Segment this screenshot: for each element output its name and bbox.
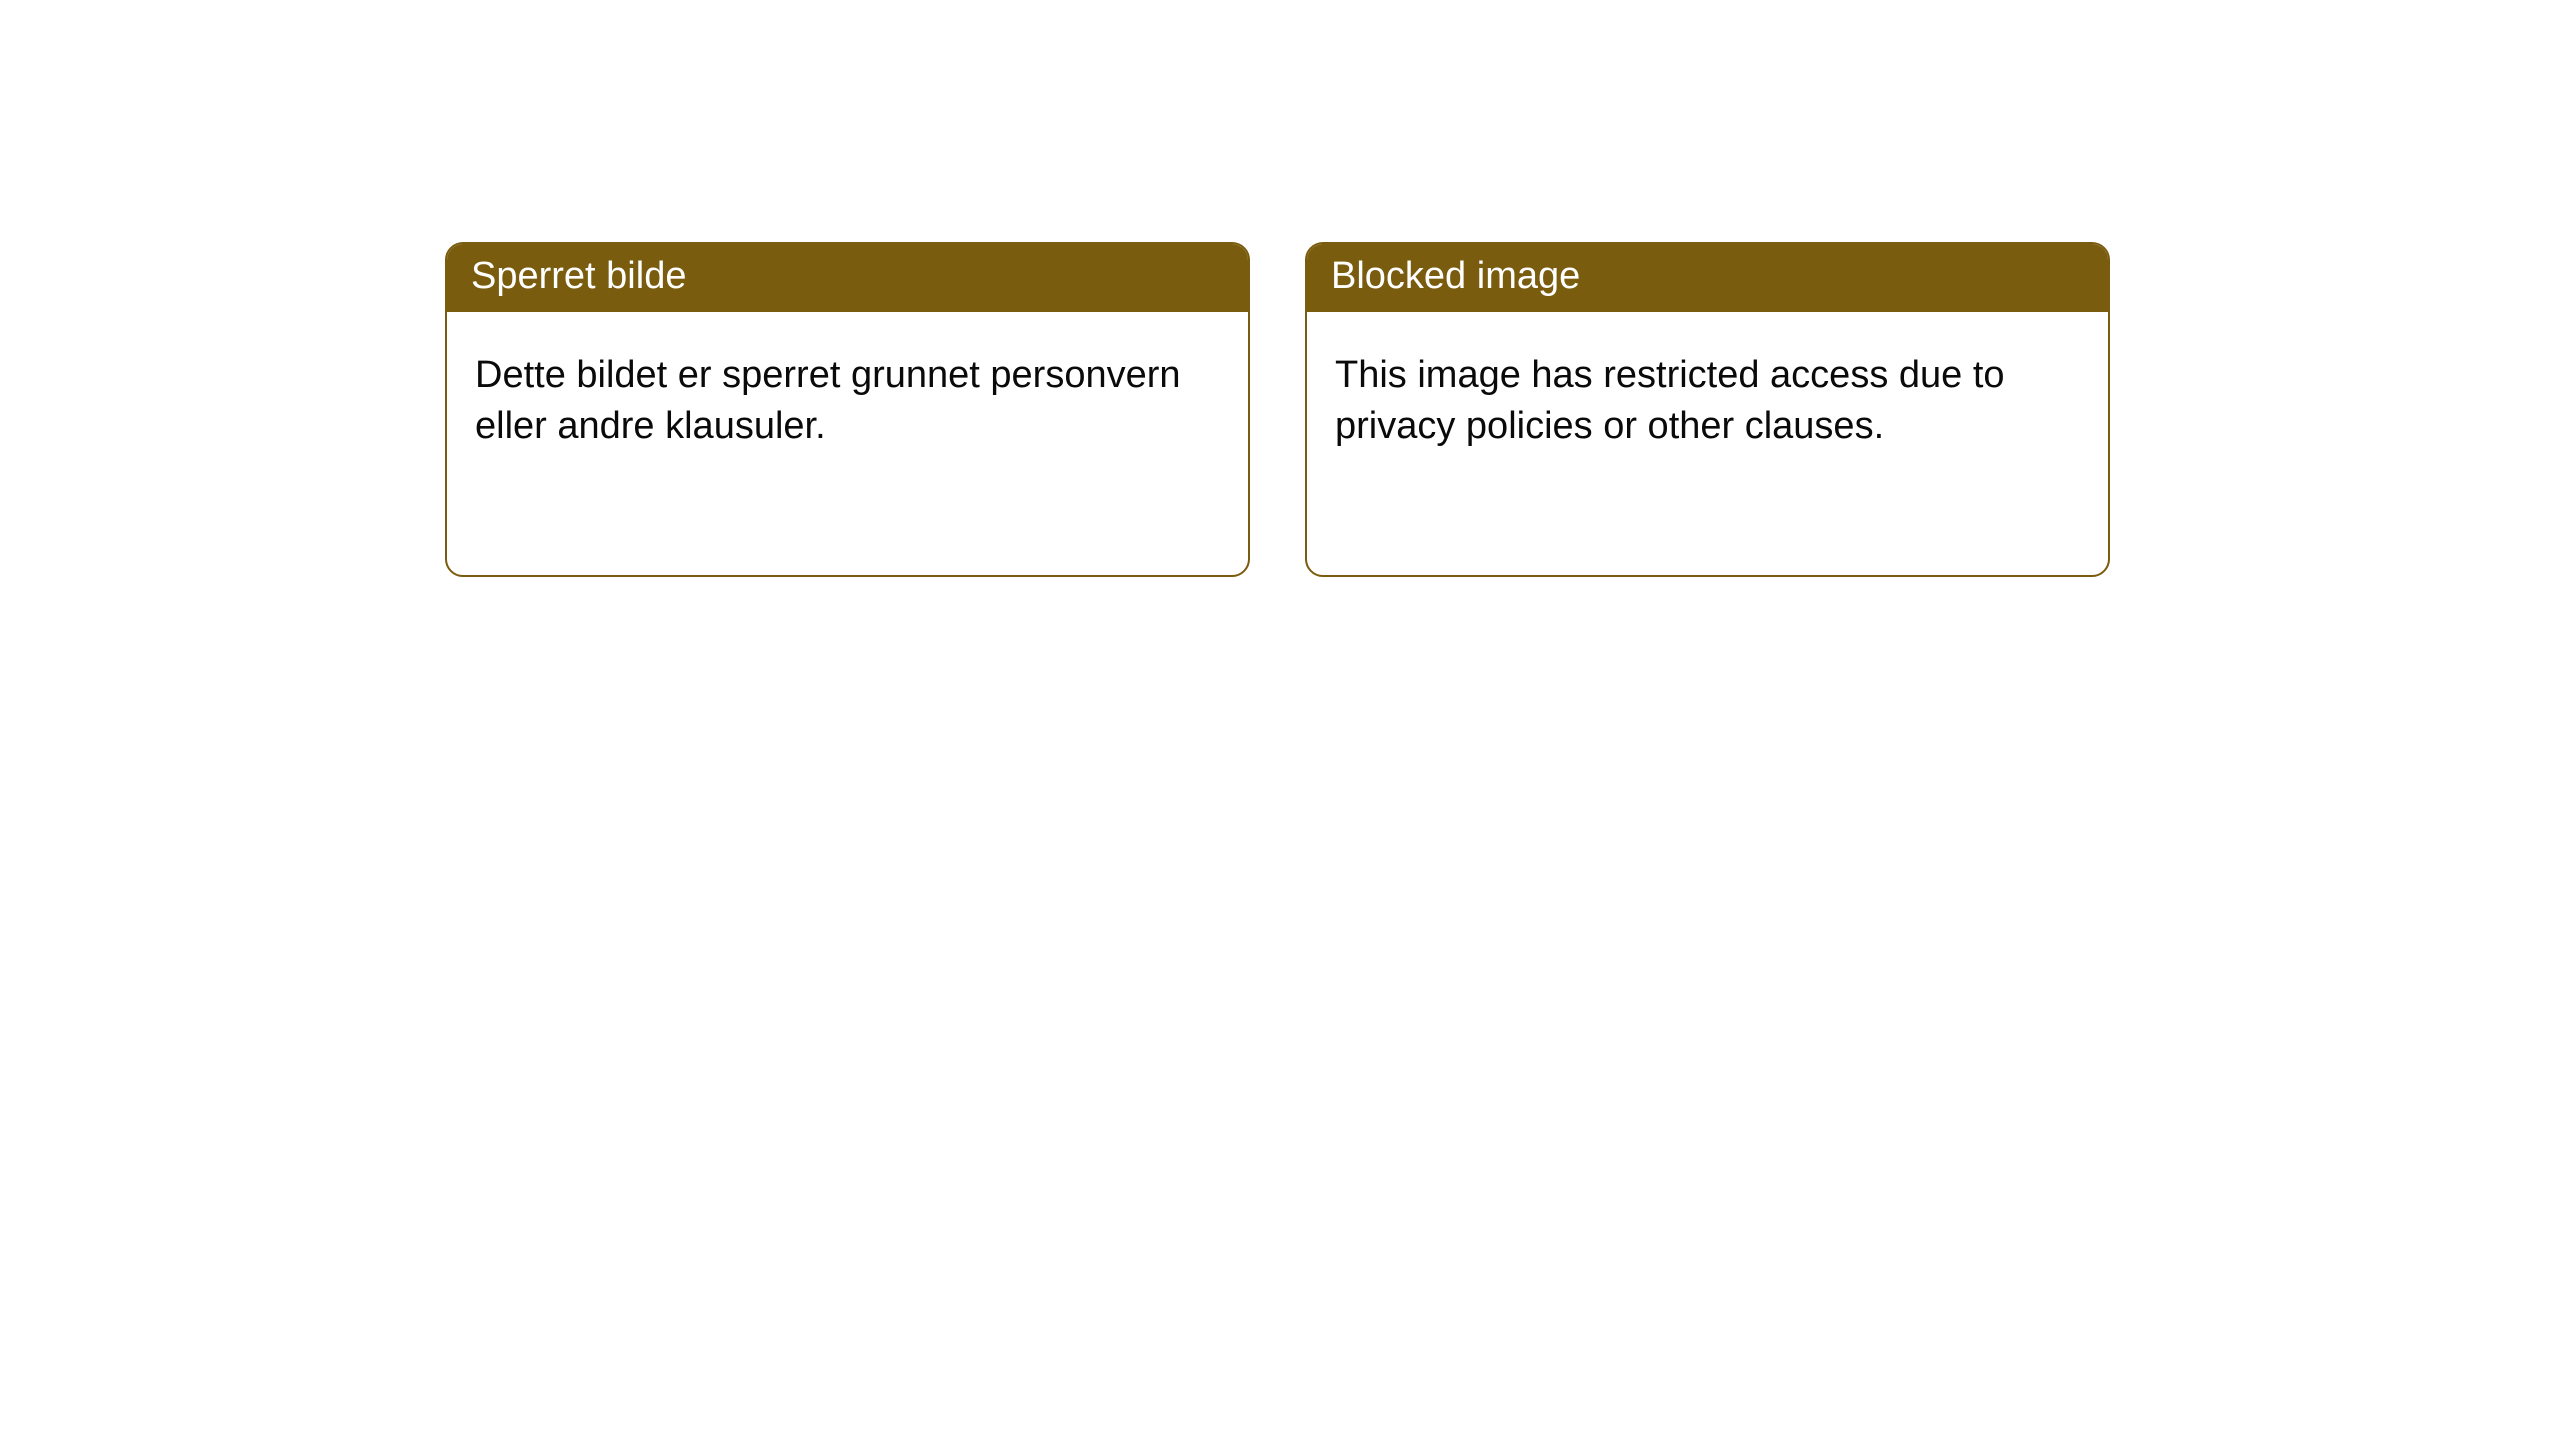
notice-title: Blocked image <box>1331 255 1580 297</box>
notice-body-text: Dette bildet er sperret grunnet personve… <box>475 354 1181 447</box>
notice-body: This image has restricted access due to … <box>1307 312 2108 481</box>
notice-body-text: This image has restricted access due to … <box>1335 354 2005 447</box>
notice-container: Sperret bilde Dette bildet er sperret gr… <box>0 0 2560 577</box>
notice-title: Sperret bilde <box>471 255 686 297</box>
notice-body: Dette bildet er sperret grunnet personve… <box>447 312 1248 481</box>
notice-card-english: Blocked image This image has restricted … <box>1305 242 2110 577</box>
notice-card-norwegian: Sperret bilde Dette bildet er sperret gr… <box>445 242 1250 577</box>
notice-header: Blocked image <box>1307 244 2108 312</box>
notice-header: Sperret bilde <box>447 244 1248 312</box>
